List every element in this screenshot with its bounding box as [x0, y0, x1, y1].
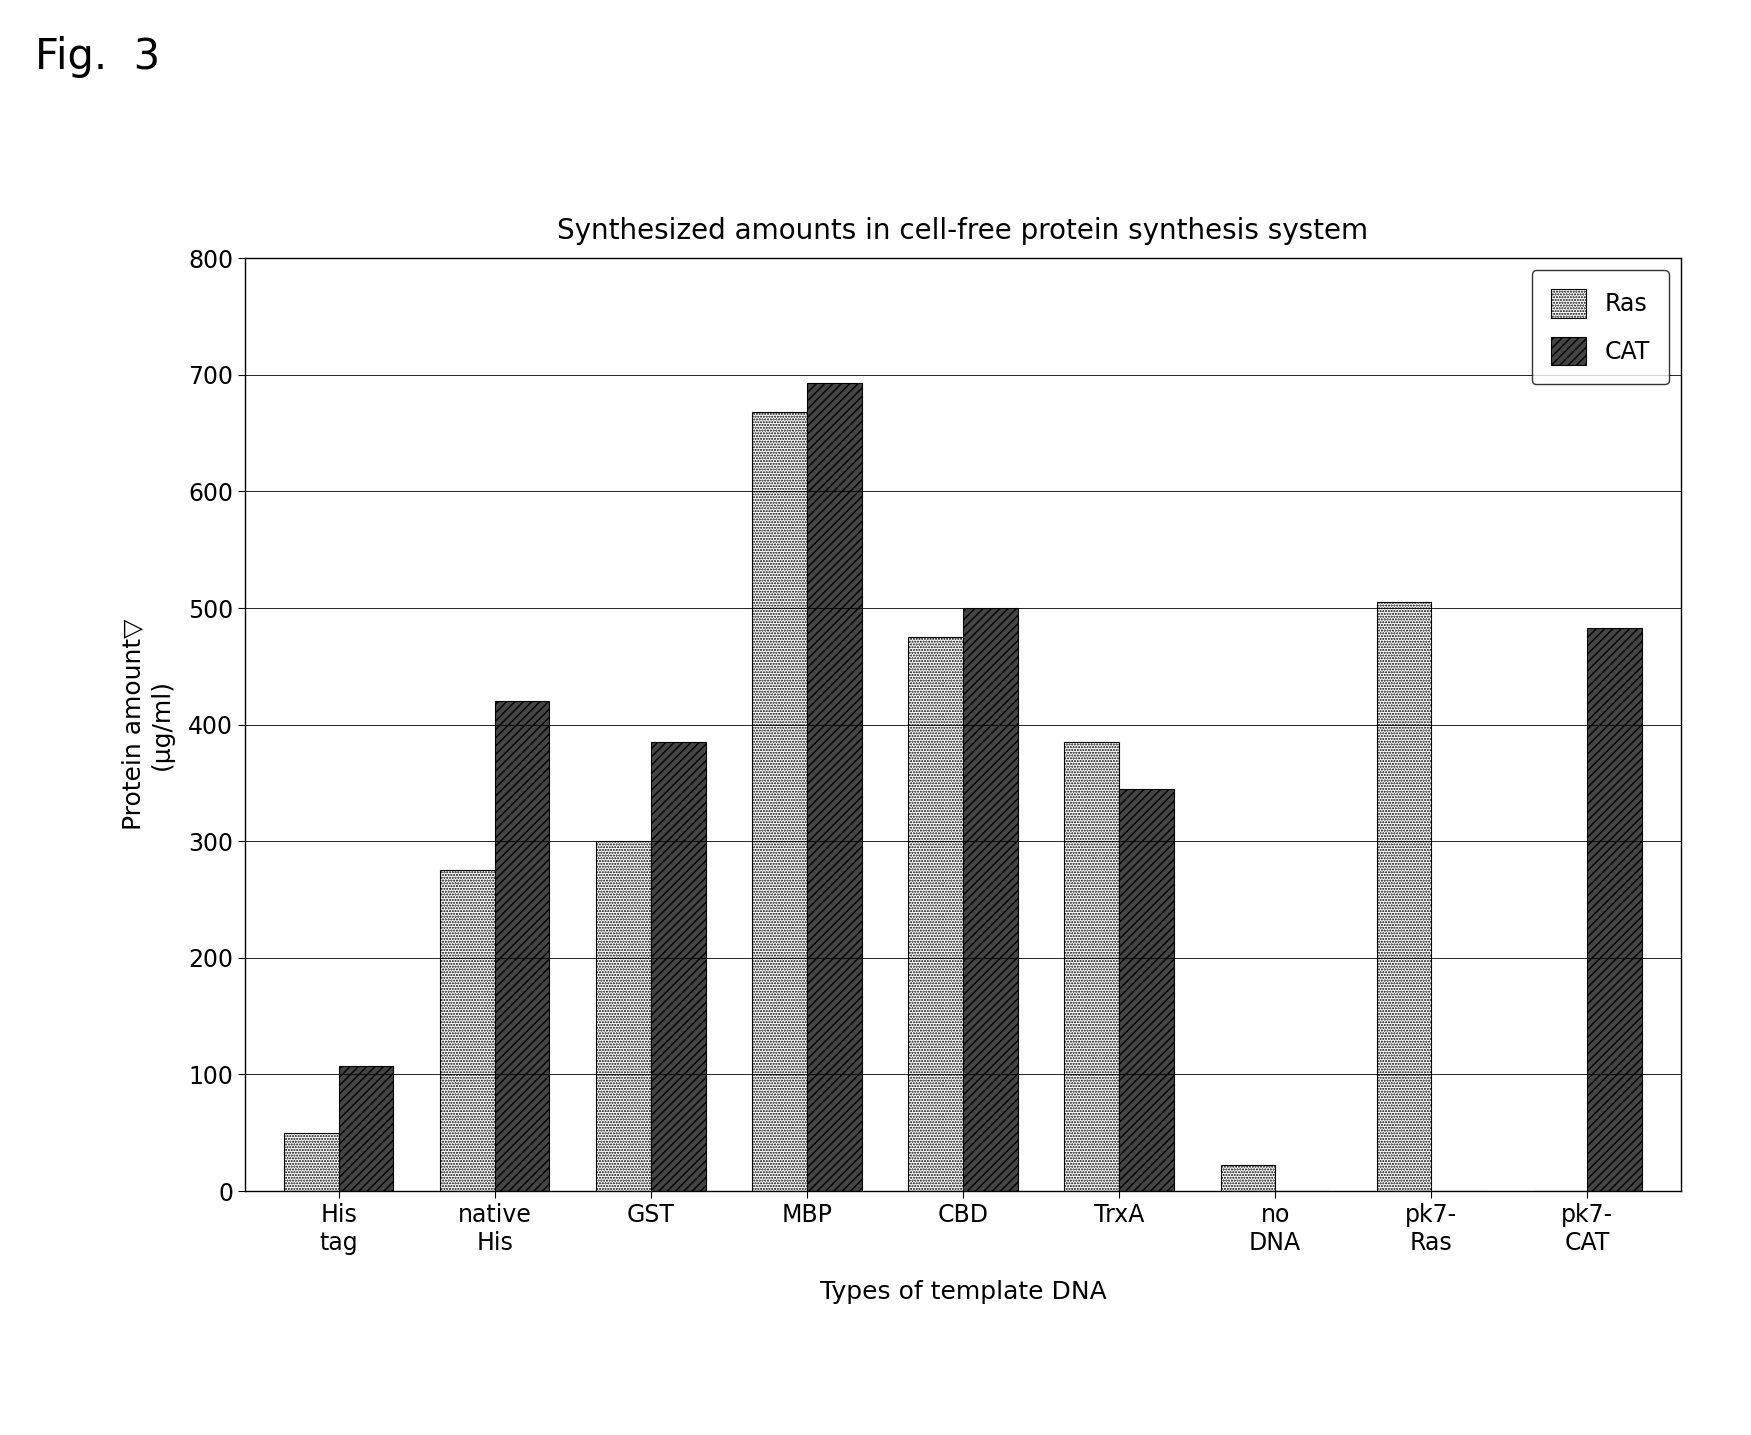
Bar	[1119, 789, 1173, 1191]
Bar	[909, 637, 963, 1191]
Bar	[651, 742, 706, 1191]
X-axis label: Types of template DNA: Types of template DNA	[819, 1280, 1107, 1303]
Bar	[284, 1132, 338, 1191]
Bar	[807, 383, 861, 1191]
Bar	[1588, 629, 1642, 1191]
Title: Synthesized amounts in cell-free protein synthesis system: Synthesized amounts in cell-free protein…	[557, 217, 1369, 245]
Bar	[496, 702, 550, 1191]
Bar	[597, 841, 651, 1191]
Bar	[440, 871, 496, 1191]
Bar	[1376, 603, 1431, 1191]
Text: Fig.  3: Fig. 3	[35, 36, 161, 77]
Bar	[1065, 742, 1119, 1191]
Bar	[963, 608, 1017, 1191]
Legend: Ras, CAT: Ras, CAT	[1532, 270, 1669, 385]
Bar	[1220, 1165, 1275, 1191]
Bar	[753, 412, 807, 1191]
Y-axis label: Protein amount▽
(μg/ml): Protein amount▽ (μg/ml)	[123, 618, 173, 831]
Bar	[338, 1066, 394, 1191]
